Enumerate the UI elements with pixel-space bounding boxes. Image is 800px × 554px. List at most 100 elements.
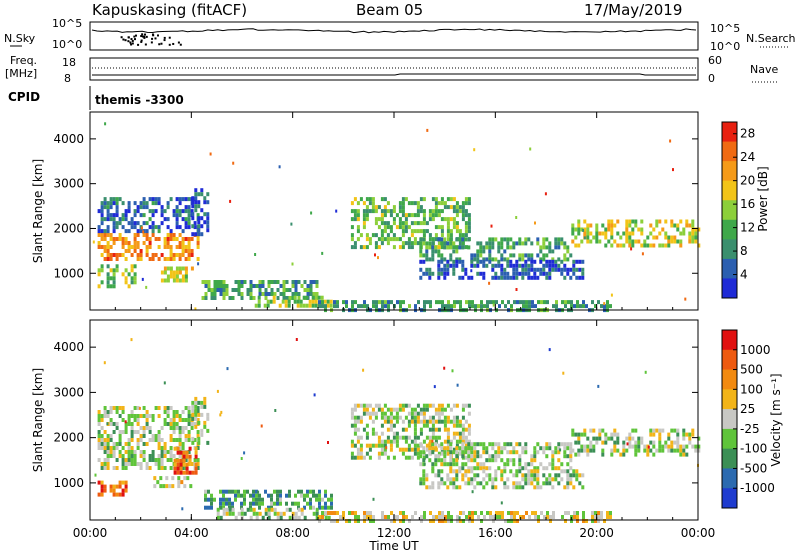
- heatmap-cell: [145, 285, 148, 289]
- heatmap-cell: [600, 511, 603, 515]
- heatmap-cell: [190, 249, 194, 253]
- heatmap-cell: [323, 299, 327, 304]
- heatmap-cell: [440, 197, 444, 202]
- heatmap-cell: [557, 245, 561, 250]
- heatmap-cell: [327, 505, 330, 510]
- heatmap-cell: [507, 519, 510, 523]
- heatmap-cell: [601, 452, 605, 457]
- heatmap-cell: [100, 233, 104, 237]
- heatmap-cell: [109, 217, 113, 222]
- heatmap-cell: [461, 241, 465, 246]
- heatmap-cell: [440, 233, 444, 238]
- heatmap-cell: [306, 288, 310, 292]
- heatmap-cell: [419, 450, 423, 455]
- heatmap-cell: [525, 511, 528, 515]
- heatmap-cell: [356, 213, 360, 218]
- heatmap-cell: [443, 237, 447, 242]
- heatmap-cell: [407, 411, 411, 416]
- heatmap-cell: [240, 505, 243, 510]
- heatmap-cell: [554, 450, 558, 455]
- heatmap-cell: [386, 225, 390, 230]
- heatmap-cell: [169, 249, 173, 253]
- nsky-dot: [163, 36, 166, 39]
- heatmap-cell: [631, 444, 635, 449]
- heatmap-cell: [583, 432, 587, 437]
- heatmap-cell: [467, 454, 471, 459]
- heatmap-cell: [401, 245, 405, 250]
- heatmap-cell: [240, 501, 243, 506]
- heatmap-cell: [187, 217, 191, 222]
- heatmap-cell: [118, 480, 122, 485]
- heatmap-cell: [619, 243, 623, 248]
- heatmap-cell: [103, 229, 107, 234]
- heatmap-cell: [121, 492, 125, 497]
- heatmap-cell: [470, 442, 474, 447]
- heatmap-cell: [630, 247, 633, 251]
- heatmap-cell: [115, 201, 119, 206]
- heatmap-cell: [628, 243, 632, 248]
- heatmap-cell: [92, 240, 95, 244]
- heatmap-cell: [694, 448, 698, 453]
- heatmap-cell: [524, 481, 528, 486]
- heatmap-cell: [264, 292, 268, 296]
- heatmap-cell: [255, 515, 259, 520]
- heatmap-cell: [196, 406, 200, 410]
- heatmap-cell: [377, 225, 381, 230]
- heatmap-cell: [207, 280, 211, 284]
- heatmap-cell: [267, 493, 270, 498]
- heatmap-cell: [178, 257, 182, 261]
- heatmap-cell: [240, 296, 244, 300]
- heatmap-cell: [583, 448, 587, 453]
- heatmap-cell: [691, 444, 695, 449]
- heatmap-cell: [145, 418, 149, 422]
- heatmap-cell: [603, 302, 606, 306]
- heatmap-cell: [139, 434, 143, 438]
- heatmap-cell: [489, 300, 492, 305]
- heatmap-cell: [145, 245, 149, 249]
- heatmap-cell: [270, 493, 273, 498]
- heatmap-cell: [684, 297, 687, 301]
- heatmap-cell: [148, 245, 152, 249]
- nsky-dot: [130, 43, 133, 46]
- nsearch-tick-top: 10^5: [710, 22, 740, 35]
- heatmap-cell: [531, 300, 534, 305]
- heatmap-cell: [130, 245, 134, 249]
- heatmap-cell: [191, 196, 195, 201]
- heatmap-cell: [455, 458, 459, 463]
- heatmap-cell: [219, 515, 223, 520]
- heatmap-cell: [246, 292, 250, 296]
- heatmap-cell: [278, 165, 281, 169]
- heatmap-cell: [431, 427, 435, 432]
- heatmap-cell: [106, 245, 110, 249]
- heatmap-cell: [380, 217, 384, 222]
- heatmap-cell: [622, 448, 626, 453]
- heatmap-cell: [187, 225, 191, 230]
- heatmap-cell: [494, 237, 498, 242]
- heatmap-cell: [207, 505, 210, 510]
- heatmap-cell: [545, 466, 549, 471]
- heatmap-cell: [194, 446, 198, 451]
- heatmap-cell: [194, 462, 198, 467]
- heatmap-cell: [270, 505, 273, 510]
- heatmap-cell: [438, 519, 441, 523]
- heatmap-cell: [141, 277, 144, 281]
- heatmap-cell: [109, 434, 113, 438]
- heatmap-cell: [482, 245, 486, 250]
- heatmap-cell: [261, 280, 265, 284]
- heatmap-cell: [503, 442, 507, 447]
- heatmap-cell: [422, 233, 426, 238]
- heatmap-cell: [139, 414, 143, 418]
- heatmap-cell: [509, 263, 513, 268]
- heatmap-cell: [625, 219, 629, 224]
- freq-unit-label: [MHz]: [5, 67, 37, 80]
- heatmap-cell: [413, 221, 417, 226]
- heatmap-cell: [438, 511, 441, 515]
- heatmap-cell: [575, 477, 579, 482]
- colorbar-tick-label: 4: [740, 268, 748, 282]
- heatmap-cell: [479, 442, 483, 447]
- heatmap-cell: [139, 213, 143, 218]
- heatmap-cell: [106, 272, 110, 277]
- heatmap-cell: [509, 237, 513, 242]
- heatmap-cell: [401, 419, 405, 424]
- heatmap-cell: [512, 267, 516, 272]
